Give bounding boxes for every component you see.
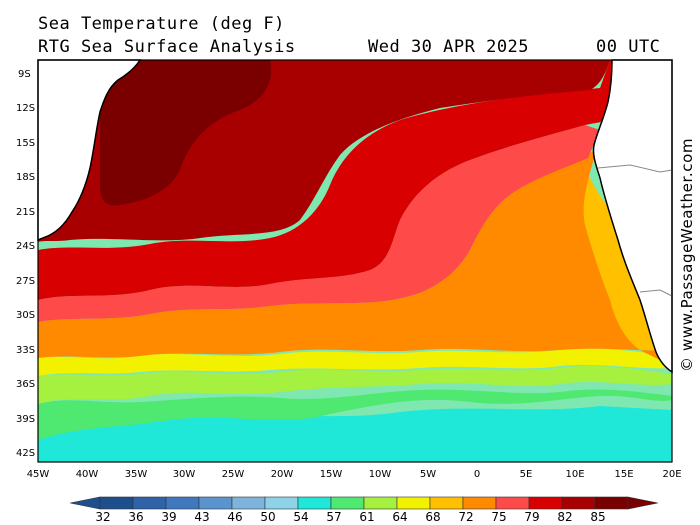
legend-swatch	[198, 496, 233, 510]
band-57	[38, 389, 672, 440]
legend-value: 82	[557, 510, 572, 524]
legend-swatch	[330, 496, 365, 510]
legend-swatch	[594, 496, 629, 510]
legend-value: 68	[425, 510, 440, 524]
africa	[592, 59, 673, 374]
south-america	[37, 59, 142, 242]
legend-swatch	[495, 496, 530, 510]
band-79	[38, 60, 672, 300]
map-frame	[37, 59, 673, 463]
band-50	[38, 406, 672, 462]
legend-swatch	[99, 496, 134, 510]
legend-swatch	[363, 496, 398, 510]
temperature-field	[38, 60, 672, 462]
lat-label: 12S	[16, 103, 35, 114]
legend-value: 57	[326, 510, 341, 524]
legend-swatch	[264, 496, 299, 510]
lat-label: 39S	[16, 414, 35, 425]
legend-swatch	[297, 496, 332, 510]
band-61	[38, 365, 672, 404]
country-border	[639, 289, 673, 297]
valid-time: 00 UTC	[596, 37, 661, 57]
legend-value: 85	[590, 510, 605, 524]
lon-label: 45W	[27, 469, 50, 480]
legend-value: 79	[524, 510, 539, 524]
land	[37, 59, 673, 374]
legend-arrow-low	[69, 496, 101, 510]
lon-label: 15E	[614, 469, 633, 480]
legend-swatch	[462, 496, 497, 510]
lat-label: 36S	[16, 379, 35, 390]
legend-swatch	[528, 496, 563, 510]
lon-label: 40W	[76, 469, 99, 480]
legend-swatch	[429, 496, 464, 510]
chart-title: Sea Temperature (deg F)	[38, 14, 285, 34]
legend-swatch	[396, 496, 431, 510]
legend-value: 46	[227, 510, 242, 524]
lat-label: 24S	[16, 241, 35, 252]
lat-label: 27S	[16, 276, 35, 287]
lon-label: 25W	[222, 469, 245, 480]
lon-label: 15W	[320, 469, 343, 480]
chart-subtitle: RTG Sea Surface Analysis	[38, 37, 296, 57]
lat-label: 42S	[16, 448, 35, 459]
lon-axis: 45W 40W 35W 30W 25W 20W 15W 10W 5W 0 5E …	[27, 469, 682, 480]
legend-swatch	[132, 496, 167, 510]
valid-date: Wed 30 APR 2025	[368, 37, 530, 57]
lat-label: 30S	[16, 310, 35, 321]
band-72	[38, 150, 672, 365]
lon-label: 5E	[520, 469, 533, 480]
legend-value: 75	[491, 510, 506, 524]
lat-axis: 9S 12S 15S 18S 21S 24S 27S 30S 33S 36S 3…	[16, 69, 35, 459]
legend-swatch	[165, 496, 200, 510]
legend-value: 43	[194, 510, 209, 524]
lon-label: 30W	[173, 469, 196, 480]
legend-value: 36	[128, 510, 143, 524]
lat-label: 21S	[16, 207, 35, 218]
lon-label: 10W	[369, 469, 392, 480]
lon-label: 20E	[662, 469, 681, 480]
legend-value: 54	[293, 510, 308, 524]
lat-label: 9S	[18, 69, 31, 80]
legend-arrow-high	[627, 496, 659, 510]
lon-label: 35W	[125, 469, 148, 480]
legend-value: 61	[359, 510, 374, 524]
band-75	[38, 125, 600, 322]
lon-label: 10E	[565, 469, 584, 480]
lon-label: 5W	[420, 469, 436, 480]
legend-value: 50	[260, 510, 275, 524]
lon-label: 20W	[271, 469, 294, 480]
legend-swatch	[231, 496, 266, 510]
band-85	[100, 60, 272, 206]
legend-swatch	[561, 496, 596, 510]
legend-value: 72	[458, 510, 473, 524]
legend-value: 39	[161, 510, 176, 524]
country-border	[597, 164, 673, 173]
color-legend: 32 36 39 43 46 50 54 57 61 64 68 72 75 79 82 85	[69, 496, 659, 524]
band-64	[38, 348, 672, 376]
lat-label: 15S	[16, 138, 35, 149]
lon-label: 0	[474, 469, 480, 480]
legend-value: 32	[95, 510, 110, 524]
site-credit: © www.PassageWeather.com	[678, 137, 696, 372]
lat-label: 33S	[16, 345, 35, 356]
lat-label: 18S	[16, 172, 35, 183]
legend-value: 64	[392, 510, 407, 524]
